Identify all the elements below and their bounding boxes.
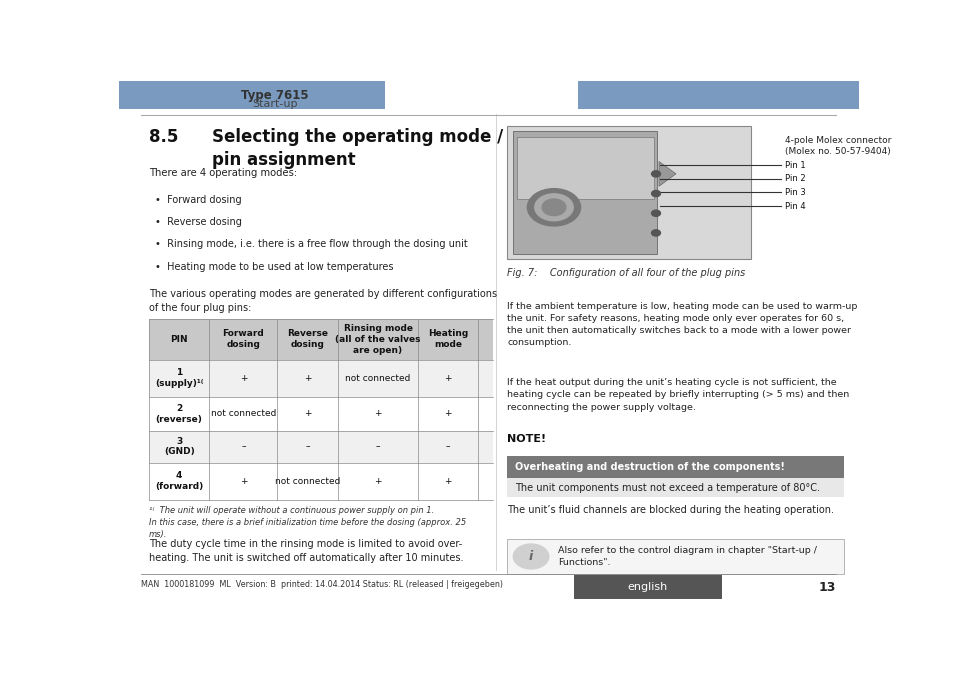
FancyBboxPatch shape <box>149 319 492 359</box>
Text: Reverse
dosing: Reverse dosing <box>287 330 328 349</box>
Text: PIN: PIN <box>171 335 188 344</box>
Text: 4
(forward): 4 (forward) <box>154 472 203 491</box>
Circle shape <box>651 229 659 236</box>
Text: Overheating and destruction of the components!: Overheating and destruction of the compo… <box>515 462 784 472</box>
Text: 8.5: 8.5 <box>149 129 178 147</box>
Text: english: english <box>627 582 667 592</box>
Bar <box>517 137 653 199</box>
Text: +: + <box>239 374 247 383</box>
Text: FLUID CONTROL SYSTEMS: FLUID CONTROL SYSTEMS <box>675 101 766 106</box>
Text: •  Rinsing mode, i.e. there is a free flow through the dosing unit: • Rinsing mode, i.e. there is a free flo… <box>154 240 467 249</box>
Text: If the heat output during the unit’s heating cycle is not sufficient, the
heatin: If the heat output during the unit’s hea… <box>507 378 849 411</box>
Text: The unit’s fluid channels are blocked during the heating operation.: The unit’s fluid channels are blocked du… <box>507 505 834 515</box>
Text: bürkert: bürkert <box>675 87 750 105</box>
Text: 4-pole Molex connector
(Molex no. 50-57-9404): 4-pole Molex connector (Molex no. 50-57-… <box>783 136 890 157</box>
Text: 2
(reverse): 2 (reverse) <box>155 404 202 423</box>
Text: 3
(GND): 3 (GND) <box>164 437 194 456</box>
Text: Heating
mode: Heating mode <box>427 330 468 349</box>
FancyBboxPatch shape <box>149 462 492 500</box>
Text: –: – <box>375 442 380 451</box>
Text: +: + <box>304 409 312 418</box>
Text: +: + <box>374 409 381 418</box>
Text: Pin 3: Pin 3 <box>783 188 804 197</box>
Bar <box>507 127 751 258</box>
Text: +: + <box>444 409 451 418</box>
Bar <box>507 456 842 478</box>
Text: not connected: not connected <box>345 374 411 383</box>
Text: 1
(supply)¹⁽: 1 (supply)¹⁽ <box>154 368 203 388</box>
FancyBboxPatch shape <box>149 359 492 397</box>
Text: Pin 4: Pin 4 <box>783 201 804 211</box>
Text: Also refer to the control diagram in chapter "Start-up /
Functions".: Also refer to the control diagram in cha… <box>558 546 816 567</box>
Text: The duty cycle time in the rinsing mode is limited to avoid over-
heating. The u: The duty cycle time in the rinsing mode … <box>149 539 463 563</box>
Circle shape <box>651 171 659 177</box>
FancyBboxPatch shape <box>149 431 492 462</box>
Text: +: + <box>444 477 451 486</box>
Text: •  Heating mode to be used at low temperatures: • Heating mode to be used at low tempera… <box>154 262 393 272</box>
Text: +: + <box>444 374 451 383</box>
Text: +: + <box>374 477 381 486</box>
Circle shape <box>535 194 573 221</box>
Text: •  Forward dosing: • Forward dosing <box>154 194 241 205</box>
FancyBboxPatch shape <box>119 81 385 109</box>
Text: Rinsing mode
(all of the valves
are open): Rinsing mode (all of the valves are open… <box>335 324 420 355</box>
Text: i: i <box>528 550 533 563</box>
Text: ¹⁽  The unit will operate without a continuous power supply on pin 1.
In this ca: ¹⁽ The unit will operate without a conti… <box>149 506 466 539</box>
Polygon shape <box>659 162 676 186</box>
Bar <box>701 88 711 91</box>
Text: Start-up: Start-up <box>252 99 297 109</box>
Text: The unit components must not exceed a temperature of 80°C.: The unit components must not exceed a te… <box>515 483 819 493</box>
Text: Selecting the operating mode /
pin assignment: Selecting the operating mode / pin assig… <box>212 129 502 170</box>
Text: –: – <box>445 442 450 451</box>
Circle shape <box>527 188 580 226</box>
Text: •  Reverse dosing: • Reverse dosing <box>154 217 241 227</box>
Bar <box>507 478 842 497</box>
Text: The various operating modes are generated by different configurations
of the fou: The various operating modes are generate… <box>149 289 497 313</box>
Text: Type 7615: Type 7615 <box>240 89 308 102</box>
Circle shape <box>651 210 659 216</box>
Text: +: + <box>239 477 247 486</box>
FancyBboxPatch shape <box>149 397 492 431</box>
Text: Pin 1: Pin 1 <box>783 161 804 170</box>
Text: –: – <box>241 442 246 451</box>
Circle shape <box>513 544 548 569</box>
Text: There are 4 operating modes:: There are 4 operating modes: <box>149 168 296 178</box>
Bar <box>513 131 657 254</box>
Text: If the ambient temperature is low, heating mode can be used to warm-up
the unit.: If the ambient temperature is low, heati… <box>507 302 857 347</box>
Text: –: – <box>305 442 310 451</box>
Text: Forward
dosing: Forward dosing <box>222 330 264 349</box>
Text: not connected: not connected <box>274 477 340 486</box>
Text: MAN  1000181099  ML  Version: B  printed: 14.04.2014 Status: RL (released | frei: MAN 1000181099 ML Version: B printed: 14… <box>141 580 503 589</box>
Text: 13: 13 <box>819 581 836 594</box>
Text: Pin 2: Pin 2 <box>783 174 804 183</box>
FancyBboxPatch shape <box>577 81 858 109</box>
Bar <box>675 88 684 91</box>
Text: Fig. 7:    Configuration of all four of the plug pins: Fig. 7: Configuration of all four of the… <box>507 268 745 278</box>
Text: +: + <box>304 374 312 383</box>
FancyBboxPatch shape <box>574 575 721 599</box>
Bar <box>507 539 842 574</box>
Text: NOTE!: NOTE! <box>507 434 546 444</box>
Text: not connected: not connected <box>211 409 275 418</box>
Circle shape <box>651 190 659 197</box>
Bar <box>675 90 713 91</box>
Circle shape <box>541 199 565 215</box>
Bar <box>688 88 698 91</box>
